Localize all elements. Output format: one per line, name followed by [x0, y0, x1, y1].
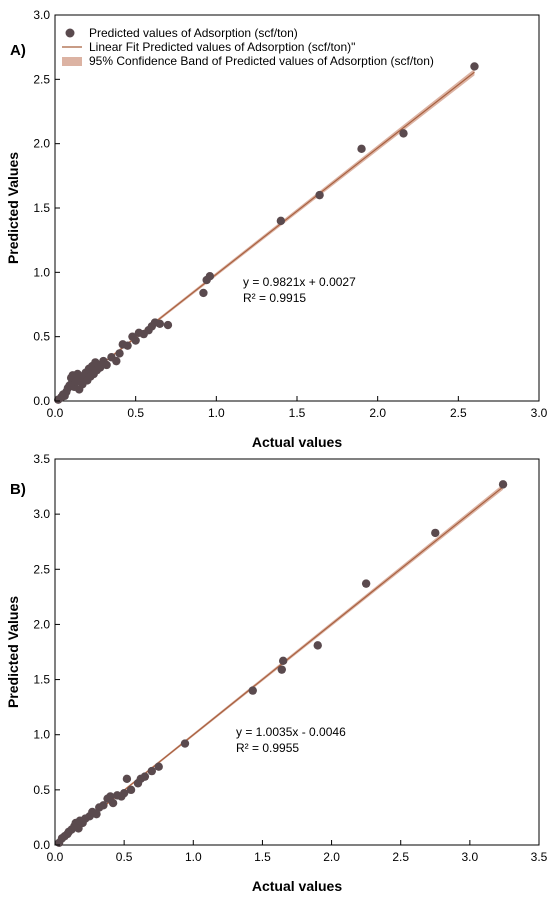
y-tick-label: 2.5: [33, 72, 50, 86]
data-point: [123, 341, 132, 350]
legend-point-marker: [65, 28, 75, 38]
x-axis-ticks: 0.0 0.5 1.0 1.5 2.0 2.5 3.0: [47, 396, 548, 420]
y-tick-label: 2.5: [33, 562, 50, 576]
y-tick-label: 3.0: [33, 507, 50, 521]
legend: Predicted values of Adsorption (scf/ton)…: [62, 26, 434, 68]
y-tick-label: 0.5: [33, 330, 50, 344]
x-tick-label: 1.0: [185, 850, 202, 864]
y-axis-ticks: 0.0 0.5 1.0 1.5 2.0 2.5 3.0: [33, 8, 60, 408]
r-squared: R² = 0.9915: [243, 291, 306, 305]
x-tick-label: 0.5: [127, 406, 144, 420]
data-point: [99, 801, 108, 810]
y-axis-title: Predicted Values: [5, 152, 21, 264]
x-tick-label: 2.0: [323, 850, 340, 864]
fit-equation: y = 1.0035x - 0.0046: [236, 725, 346, 739]
data-point: [357, 144, 366, 154]
y-tick-label: 1.5: [33, 201, 50, 215]
x-tick-label: 3.0: [462, 850, 479, 864]
data-point: [112, 356, 121, 366]
data-point: [361, 579, 371, 588]
data-point: [248, 686, 257, 695]
y-axis-title: Predicted Values: [5, 596, 21, 708]
y-axis-ticks: 0.0 0.5 1.0 1.5 2.0 2.5 3.0 3.5: [33, 452, 60, 852]
data-point: [205, 271, 215, 281]
data-point: [122, 774, 132, 784]
y-tick-label: 1.5: [33, 673, 50, 687]
data-point: [276, 216, 286, 226]
data-point: [470, 62, 479, 71]
x-tick-label: 1.5: [289, 406, 306, 420]
legend-label-band: 95% Confidence Band of Predicted values …: [89, 54, 434, 68]
y-tick-label: 0.0: [33, 394, 50, 408]
x-tick-label: 0.0: [47, 406, 64, 420]
fit-line: [57, 71, 475, 399]
x-tick-label: 1.0: [208, 406, 225, 420]
fit-line-path: [58, 486, 504, 843]
data-point: [163, 320, 173, 330]
x-tick-label: 2.5: [392, 850, 409, 864]
data-point: [147, 766, 156, 776]
y-tick-label: 3.5: [33, 452, 50, 466]
data-point: [277, 665, 286, 674]
data-point: [131, 336, 140, 345]
data-points: [54, 62, 479, 404]
data-point: [431, 528, 440, 538]
y-tick-label: 0.0: [33, 838, 50, 852]
x-axis-title: Actual values: [252, 878, 342, 894]
y-tick-label: 1.0: [33, 728, 50, 742]
panel-label: A): [10, 42, 26, 59]
legend-label-points: Predicted values of Adsorption (scf/ton): [89, 26, 298, 40]
r-squared: R² = 0.9955: [236, 741, 299, 755]
x-tick-label: 3.0: [531, 406, 548, 420]
chart-panel-b: 0.0 0.5 1.0 1.5 2.0 2.5 3.0 3.5 0.0 0.5 1.0 1.5 2.0…: [5, 452, 548, 894]
data-point: [140, 772, 150, 781]
y-tick-label: 0.5: [33, 783, 50, 797]
x-axis-title: Actual values: [252, 434, 342, 450]
data-point: [108, 798, 118, 808]
y-tick-label: 2.0: [33, 617, 50, 631]
data-point: [315, 190, 324, 200]
data-point: [106, 792, 115, 801]
plot-frame: [54, 458, 540, 846]
data-points: [54, 480, 508, 847]
data-point: [119, 788, 129, 798]
data-point: [95, 363, 105, 372]
data-point: [399, 129, 408, 138]
data-point: [154, 762, 163, 771]
y-tick-label: 2.0: [33, 137, 50, 151]
fit-equation: y = 0.9821x + 0.0027: [243, 275, 356, 289]
data-point: [498, 480, 508, 489]
data-point: [313, 641, 322, 650]
fit-line: [58, 486, 504, 843]
x-axis-ticks: 0.0 0.5 1.0 1.5 2.0 2.5 3.0 3.5: [47, 840, 548, 864]
data-point: [155, 319, 165, 328]
legend-band-swatch: [62, 57, 82, 66]
data-point: [278, 656, 288, 666]
fit-line-path: [57, 71, 475, 399]
data-point: [180, 739, 190, 748]
data-point: [126, 785, 136, 795]
data-point: [102, 360, 111, 370]
data-point: [92, 809, 101, 819]
y-tick-label: 1.0: [33, 265, 50, 279]
y-tick-label: 3.0: [33, 8, 50, 22]
x-tick-label: 2.5: [450, 406, 467, 420]
legend-label-fit: Linear Fit Predicted values of Adsorptio…: [89, 40, 355, 54]
x-tick-label: 0.5: [116, 850, 133, 864]
data-point: [115, 349, 124, 358]
x-tick-label: 2.0: [369, 406, 386, 420]
panel-label: B): [10, 481, 26, 498]
x-tick-label: 0.0: [47, 850, 64, 864]
x-tick-label: 3.5: [531, 850, 548, 864]
data-point: [199, 288, 208, 298]
chart-panel-a: 0.0 0.5 1.0 1.5 2.0 2.5 3.0 0.0 0.5 1.0 1.5 2.0 2.5…: [5, 8, 548, 450]
x-tick-label: 1.5: [254, 850, 271, 864]
